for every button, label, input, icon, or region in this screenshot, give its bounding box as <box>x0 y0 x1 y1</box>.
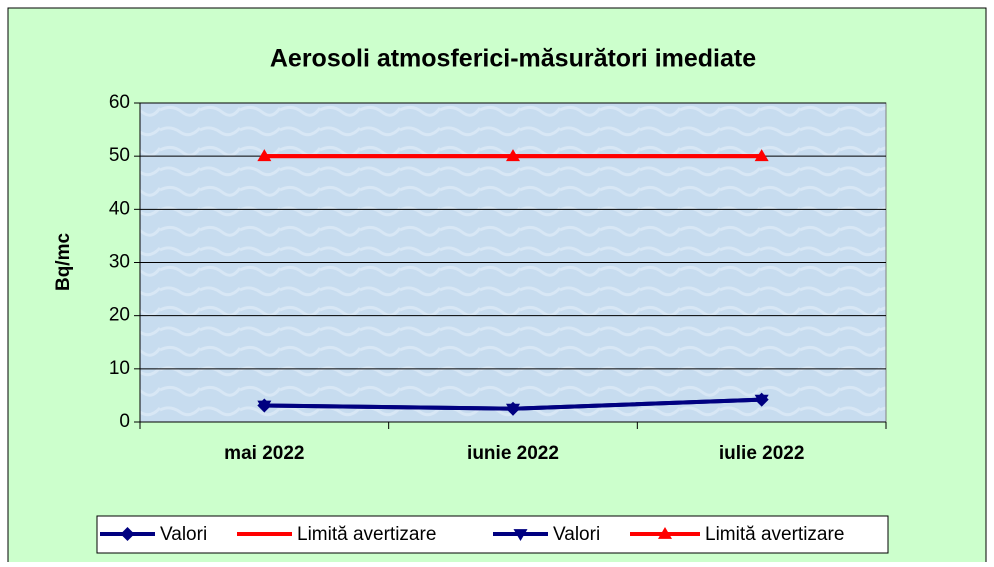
x-tick-label: iulie 2022 <box>719 443 805 464</box>
chart-title: Aerosoli atmosferici-măsurători imediate <box>270 45 756 73</box>
marker <box>506 149 520 162</box>
y-tick-label: 60 <box>109 92 130 113</box>
marker <box>658 527 672 539</box>
marker <box>513 529 528 541</box>
legend-label: Valori <box>160 524 207 545</box>
y-tick-label: 50 <box>109 145 130 166</box>
marker <box>120 527 135 541</box>
y-axis-label: Bq/mc <box>53 233 74 292</box>
marker <box>754 394 769 407</box>
legend <box>96 515 889 554</box>
x-tick-label: iunie 2022 <box>467 443 559 464</box>
legend-label: Limită avertizare <box>705 524 844 545</box>
marker <box>257 400 272 413</box>
x-tick-label: mai 2022 <box>224 443 304 464</box>
y-tick-label: 20 <box>109 305 130 326</box>
marker <box>754 149 769 162</box>
y-tick-label: 0 <box>119 411 130 432</box>
marker <box>506 403 520 416</box>
y-tick-label: 10 <box>109 358 130 379</box>
y-tick-label: 30 <box>109 252 130 273</box>
legend-label: Limită avertizare <box>297 524 436 545</box>
y-tick-label: 40 <box>109 198 130 219</box>
legend-label: Valori <box>553 524 600 545</box>
marker <box>257 149 272 162</box>
